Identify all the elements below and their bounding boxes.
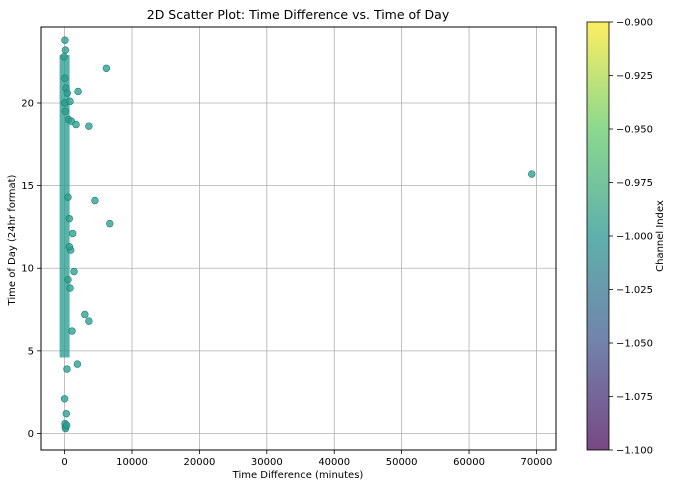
scatter-point <box>64 276 72 284</box>
scatter-point <box>61 46 70 54</box>
scatter-point <box>60 395 69 403</box>
x-tick-label: 60000 <box>453 457 485 468</box>
scatter-point <box>102 64 111 73</box>
scatter-point <box>63 89 71 97</box>
scatter-point <box>65 214 74 223</box>
y-tick-label: 10 <box>21 264 34 275</box>
x-axis-label: Time Difference (minutes) <box>232 470 364 481</box>
x-axis-ticks: 0 10000 20000 30000 40000 50000 60000 70000 <box>61 450 552 468</box>
colorbar-ticks: −0.900 −0.925 −0.950 −0.975 −1.000 −1.025 −1.0… <box>609 18 653 457</box>
y-tick-label: 15 <box>21 181 34 192</box>
scatter-point <box>70 267 78 276</box>
y-axis-label: Time of Day (24hr format) <box>7 174 18 306</box>
scatter-point <box>64 193 72 201</box>
y-tick-label: 0 <box>28 429 34 440</box>
scatter-point <box>85 317 93 325</box>
scatter-point <box>68 229 77 238</box>
scatter-point <box>68 327 76 335</box>
scatter-point <box>63 365 71 373</box>
colorbar-tick-label: −1.000 <box>616 232 653 243</box>
x-tick-label: 0 <box>61 457 67 468</box>
data-points <box>59 36 536 433</box>
scatter-point <box>61 36 69 44</box>
scatter-point <box>66 97 74 106</box>
scatter-point <box>73 360 82 368</box>
colorbar-label: Channel Index <box>655 200 666 272</box>
x-tick-label: 50000 <box>386 457 418 468</box>
colorbar-tick-label: −0.900 <box>616 18 653 29</box>
x-tick-label: 10000 <box>116 457 148 468</box>
plot-frame <box>40 26 557 451</box>
colorbar <box>586 21 610 451</box>
scatter-point <box>62 421 71 429</box>
scatter-point <box>62 409 70 418</box>
scatter-point <box>66 284 74 292</box>
colorbar-tick-label: −0.975 <box>616 178 653 189</box>
colorbar-tick-label: −1.025 <box>616 285 653 296</box>
colorbar-tick-label: −1.075 <box>616 392 653 403</box>
x-tick-label: 20000 <box>184 457 216 468</box>
y-axis-ticks: 0 5 10 15 20 <box>21 99 41 440</box>
scatter-point <box>91 196 99 205</box>
grid-lines <box>41 27 556 450</box>
scatter-point <box>74 87 82 96</box>
chart-title: 2D Scatter Plot: Time Difference vs. Tim… <box>147 7 450 22</box>
x-tick-label: 40000 <box>318 457 350 468</box>
colorbar-tick-label: −1.050 <box>616 339 653 350</box>
scatter-point <box>528 170 536 178</box>
scatter-point <box>85 122 93 130</box>
scatter-point <box>61 107 69 115</box>
scatter-point <box>65 243 74 251</box>
scatter-point <box>81 310 89 319</box>
y-tick-label: 20 <box>21 99 34 110</box>
scatter-point <box>72 120 80 129</box>
colorbar-tick-label: −0.950 <box>616 125 653 136</box>
dense-point-band <box>59 55 70 358</box>
y-tick-label: 5 <box>28 346 34 357</box>
scatter-point <box>61 74 69 82</box>
x-tick-label: 70000 <box>521 457 553 468</box>
x-tick-label: 30000 <box>251 457 283 468</box>
scatter-point <box>106 219 114 228</box>
colorbar-tick-label: −0.925 <box>616 71 653 82</box>
scatter-point <box>60 53 68 61</box>
colorbar-tick-label: −1.100 <box>616 446 653 457</box>
